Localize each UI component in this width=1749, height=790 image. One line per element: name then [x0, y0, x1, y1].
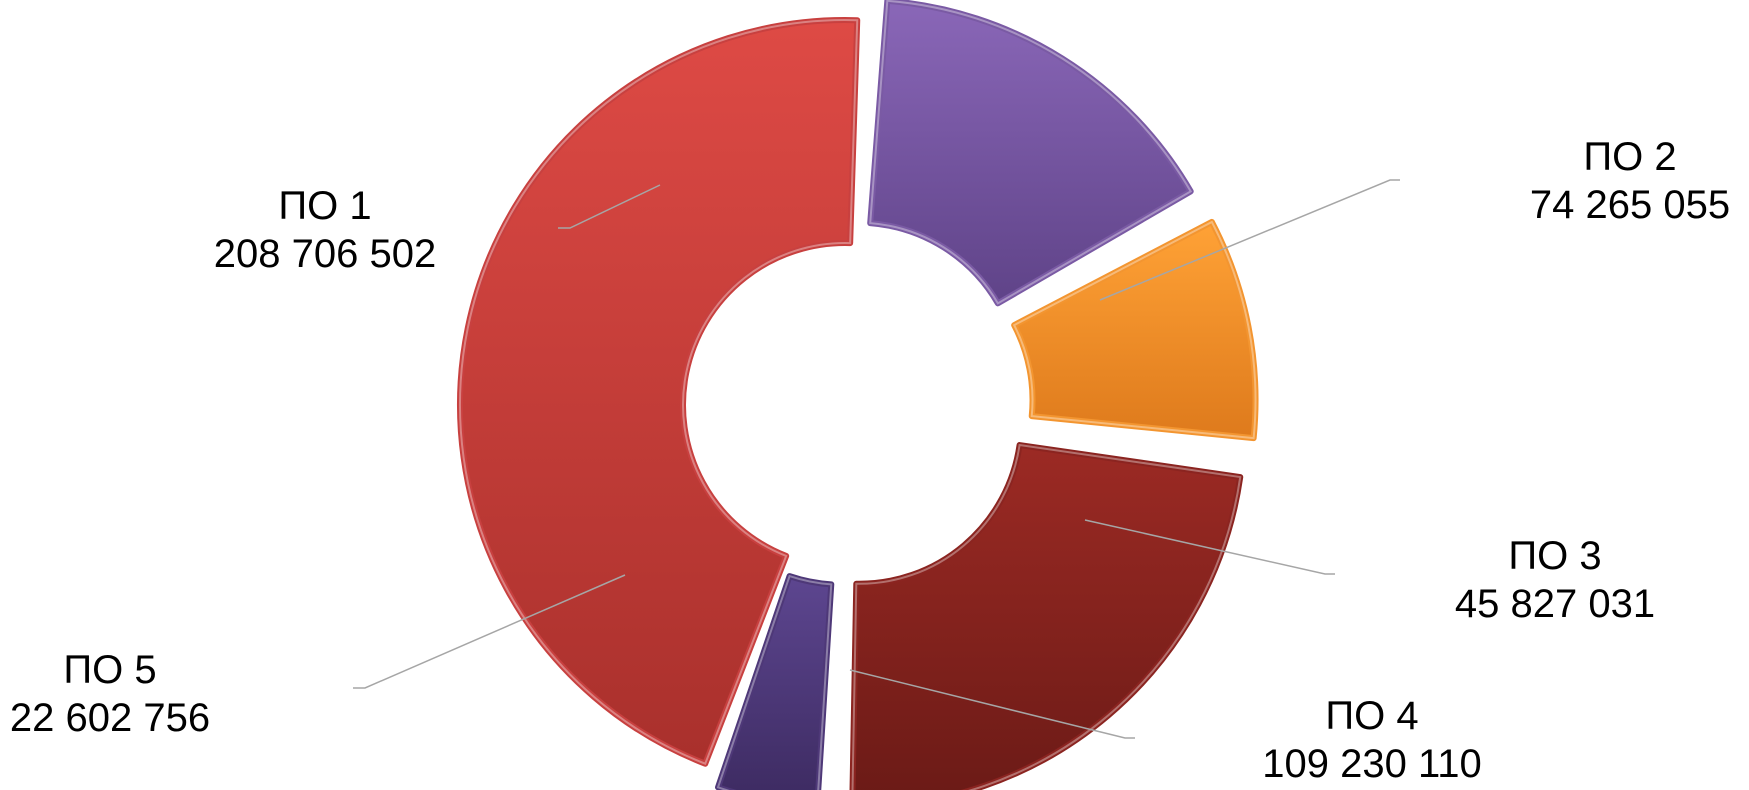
slice-po2 — [867, 0, 1194, 307]
leader-line-po1 — [558, 184, 661, 229]
leader-line-po4 — [849, 669, 1135, 739]
label-po3-name: ПО 3 — [1508, 534, 1602, 578]
label-po2-name: ПО 2 — [1583, 135, 1677, 179]
label-po2-value: 74 265 055 — [1529, 183, 1731, 227]
label-po1-value: 208 706 502 — [213, 232, 437, 276]
label-po1-name: ПО 1 — [278, 184, 372, 228]
slice-po5-bevel — [716, 574, 833, 790]
slice-po5 — [715, 573, 835, 790]
slice-po4 — [849, 442, 1244, 790]
label-po4-value: 109 230 110 — [1262, 742, 1482, 786]
label-po5-name: ПО 5 — [63, 648, 157, 692]
label-po5-value: 22 602 756 — [9, 696, 211, 740]
label-po2: ПО 2 74 265 055 — [1460, 133, 1749, 229]
label-po3: ПО 3 45 827 031 — [1385, 532, 1725, 628]
slice-po1 — [457, 17, 861, 767]
label-po1: ПО 1 208 706 502 — [155, 182, 495, 278]
leader-line-po2 — [1099, 179, 1400, 301]
slice-po2-bevel — [869, 0, 1193, 305]
slice-po4-bevel — [851, 443, 1242, 790]
slice-po3-bevel — [1012, 220, 1257, 440]
label-po3-value: 45 827 031 — [1454, 582, 1656, 626]
leader-line-po3 — [1084, 519, 1335, 575]
label-po5: ПО 5 22 602 756 — [0, 646, 235, 742]
label-po4: ПО 4 109 230 110 — [1202, 692, 1542, 788]
label-po4-name: ПО 4 — [1325, 694, 1419, 738]
slice-po3 — [1011, 218, 1259, 442]
slice-po1-bevel — [459, 19, 859, 766]
leader-line-po5 — [353, 574, 626, 689]
